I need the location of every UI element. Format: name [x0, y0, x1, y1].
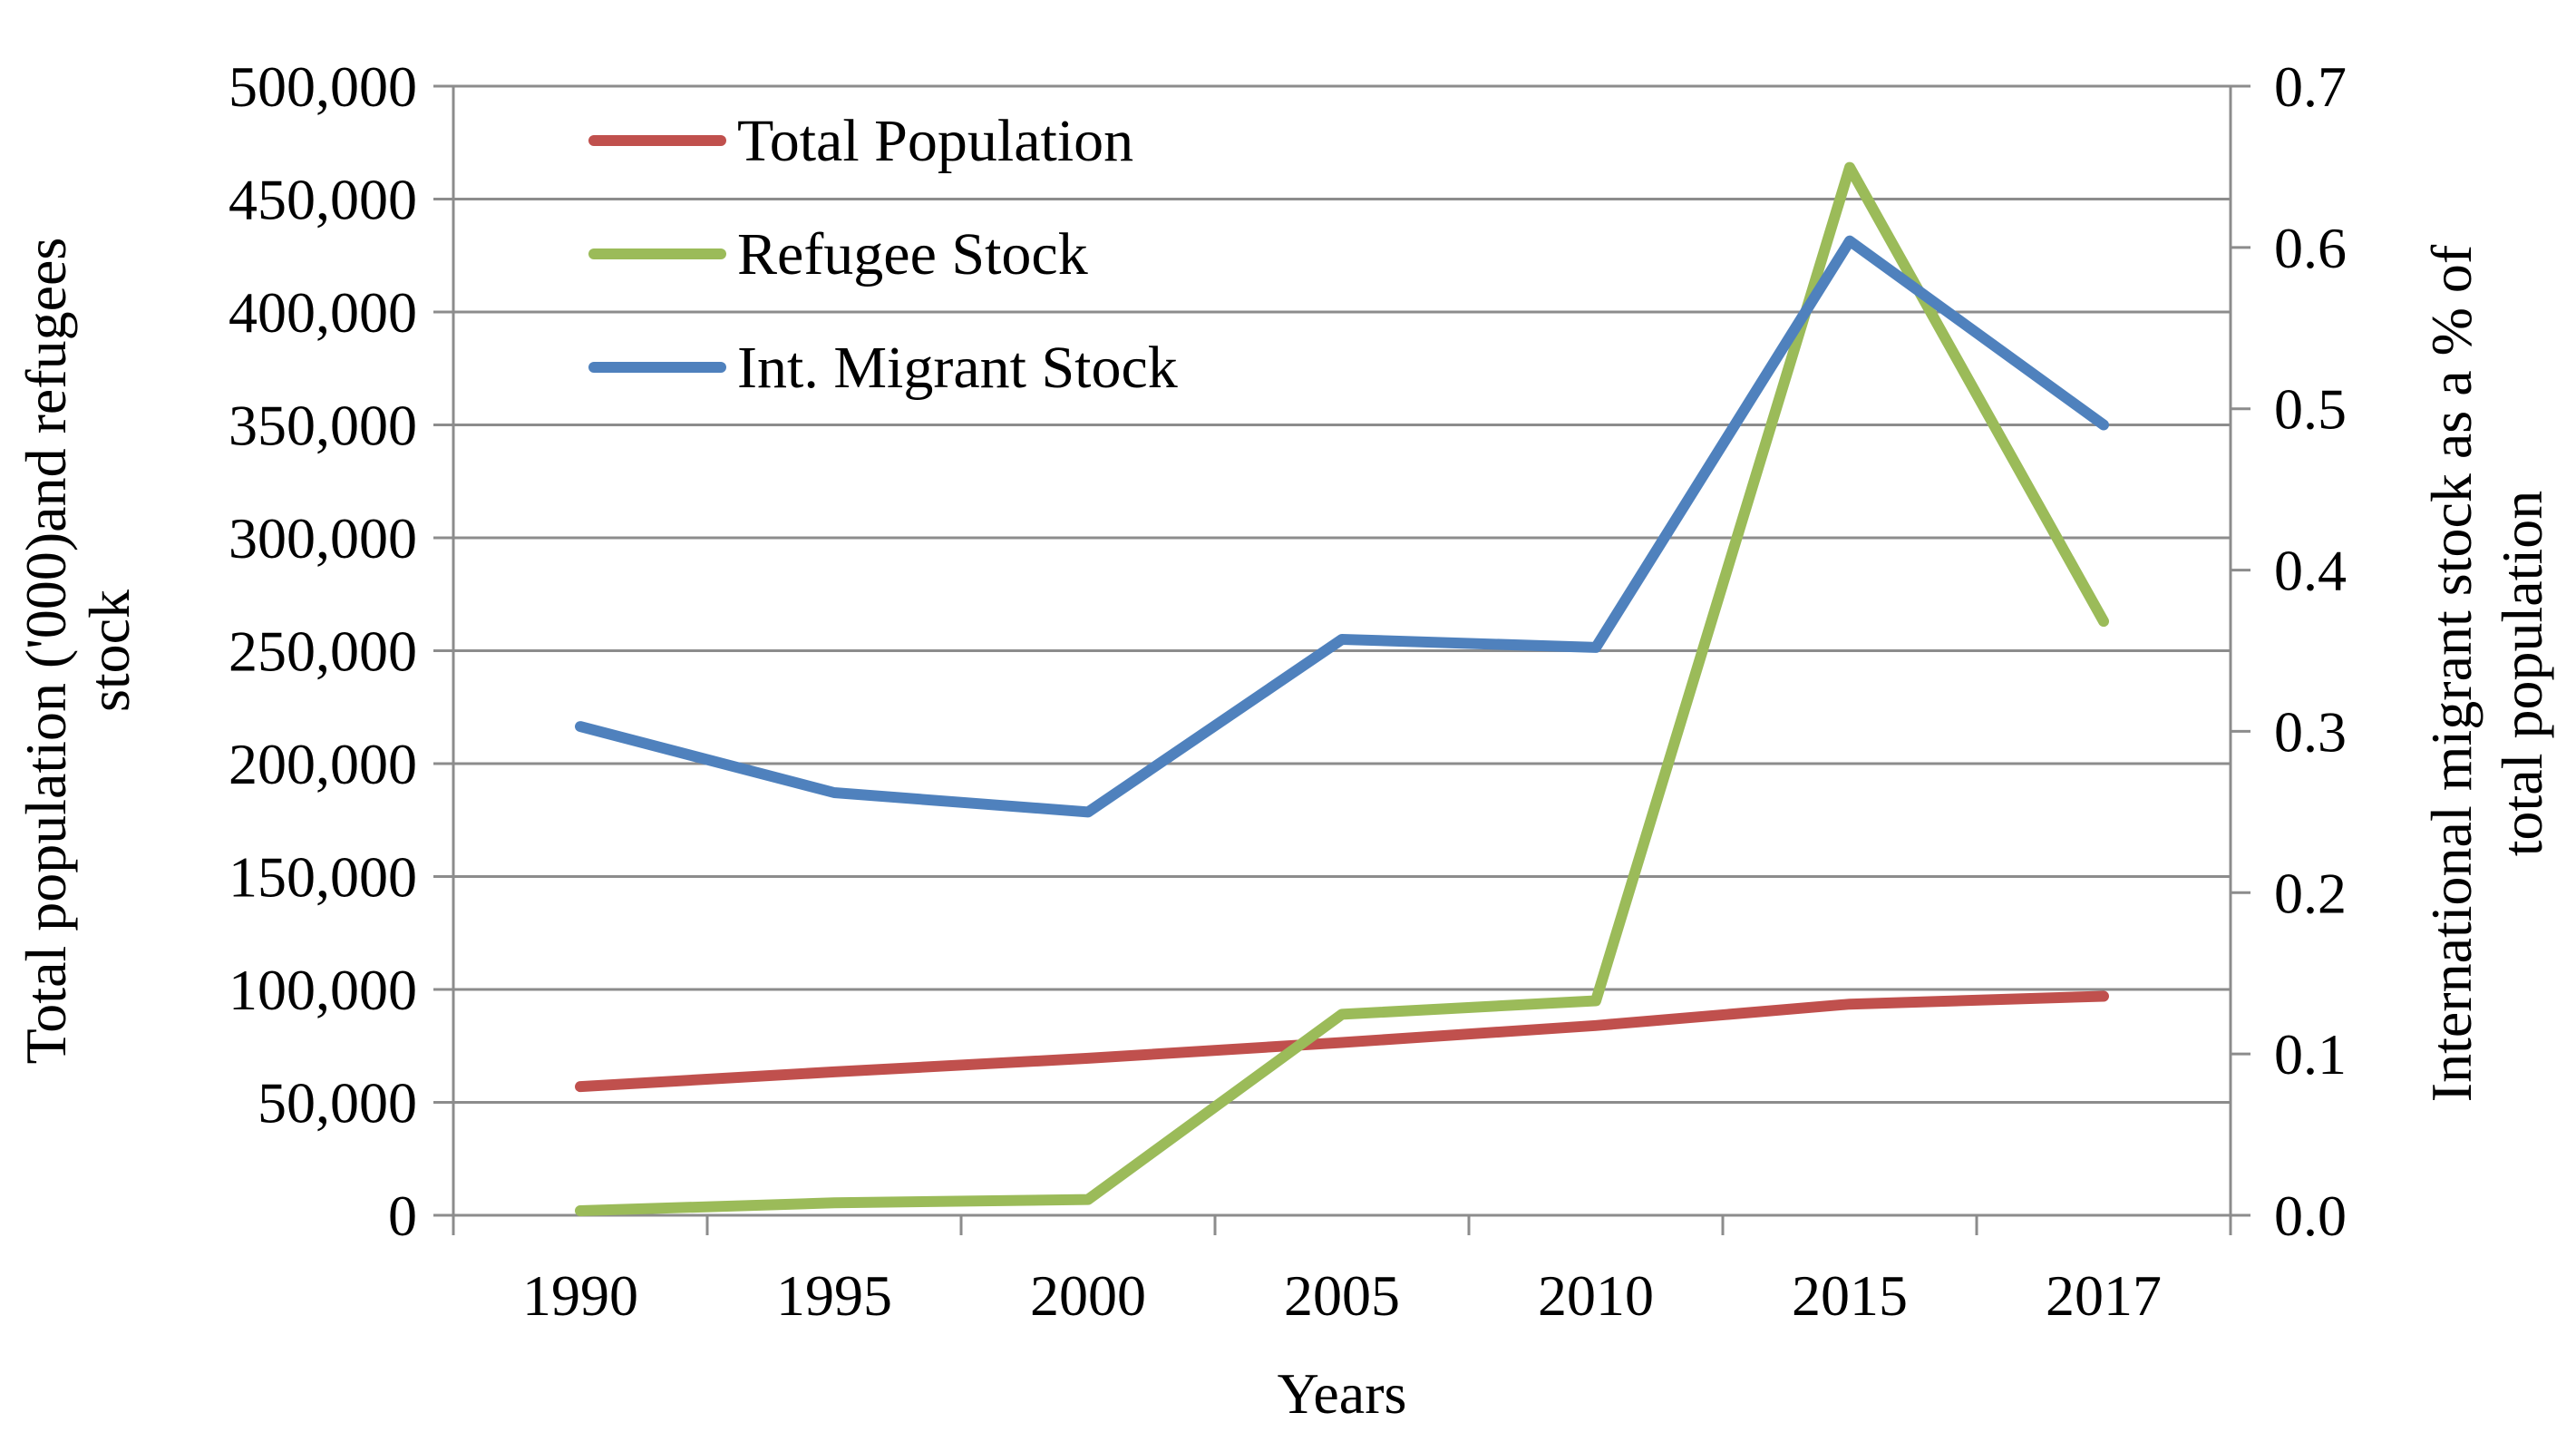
- x-axis-title: Years: [1278, 1361, 1407, 1426]
- series-line-total-population: [575, 990, 2109, 1093]
- y-left-tick-label: 0: [388, 1184, 417, 1248]
- y-left-axis-title-line: Total population ('000)and refugees: [14, 238, 78, 1065]
- axis-labels: Years Total population ('000)and refugees…: [14, 238, 2554, 1426]
- x-tick-label: 2000: [1030, 1263, 1146, 1328]
- y-left-tick-label: 300,000: [228, 506, 417, 570]
- axes: 0 50,000 100,000 150,000 200,000 250,000 300,0…: [228, 54, 2347, 1328]
- y-left-tick-label: 150,000: [228, 845, 417, 910]
- legend-label: Int. Migrant Stock: [737, 335, 1178, 401]
- x-tick-label: 1995: [776, 1263, 892, 1328]
- gridlines: [453, 84, 2231, 1104]
- x-tick-label: 2010: [1538, 1263, 1654, 1328]
- x-tick-label: 2015: [1792, 1263, 1908, 1328]
- y-left-axis-title: Total population ('000)and refugeesstock: [14, 238, 141, 1065]
- series-line-refugee-stock: [575, 161, 2109, 1216]
- x-tick-label: 2005: [1284, 1263, 1400, 1328]
- y-right-tick-label: 0.3: [2274, 699, 2347, 764]
- y-right-tick-label: 0.2: [2274, 861, 2347, 925]
- y-left-tick-label: 200,000: [228, 732, 417, 796]
- y-right-tick-label: 0.6: [2274, 216, 2347, 280]
- y-left-tick-label: 50,000: [258, 1071, 417, 1135]
- legend-label: Total Population: [737, 108, 1133, 174]
- legend: Total Population Refugee Stock Int. Migran…: [588, 108, 1178, 401]
- series-lines: [575, 161, 2109, 1216]
- y-left-tick-label: 500,000: [228, 54, 417, 119]
- y-right-axis-title-line: International migrant stock as a % of: [2419, 244, 2484, 1102]
- series-line-int-migrant-stock: [575, 235, 2109, 818]
- legend-label: Refugee Stock: [737, 221, 1088, 287]
- y-left-tick-label: 350,000: [228, 394, 417, 458]
- y-right-tick-label: 0.5: [2274, 377, 2347, 442]
- y-left-tick-label: 450,000: [228, 168, 417, 232]
- y-left-tick-label: 250,000: [228, 619, 417, 684]
- y-right-tick-label: 0.1: [2274, 1022, 2347, 1086]
- y-left-axis-title-line: stock: [77, 589, 141, 712]
- y-left-tick-label: 100,000: [228, 958, 417, 1022]
- x-tick-label: 2017: [2046, 1263, 2162, 1328]
- y-right-tick-label: 0.0: [2274, 1184, 2347, 1248]
- x-tick-label: 1990: [522, 1263, 638, 1328]
- y-right-axis-title-line: total population: [2490, 491, 2554, 857]
- y-right-tick-label: 0.4: [2274, 539, 2347, 603]
- y-right-tick-label: 0.7: [2274, 54, 2347, 119]
- y-left-tick-label: 400,000: [228, 280, 417, 345]
- y-right-axis-title: International migrant stock as a % of tot…: [2419, 244, 2554, 1102]
